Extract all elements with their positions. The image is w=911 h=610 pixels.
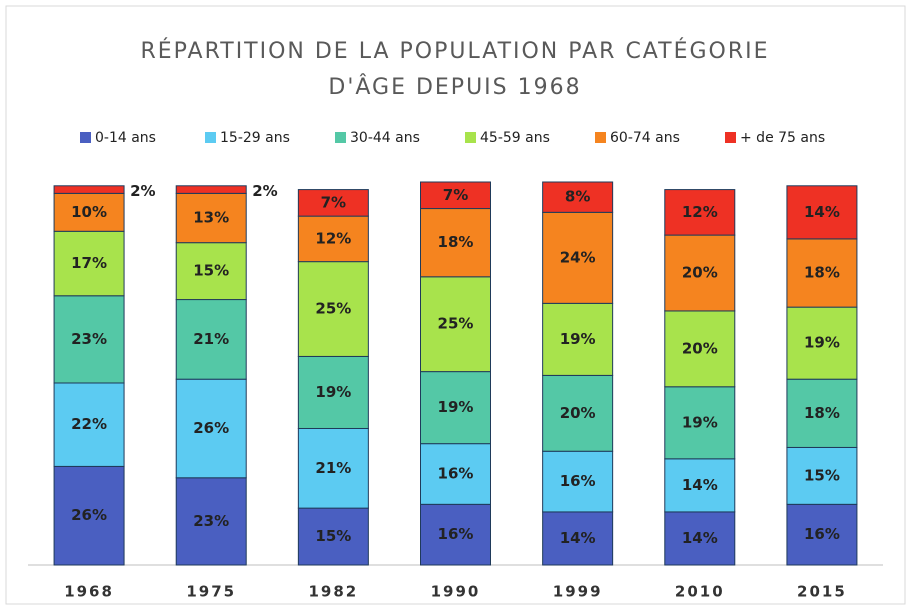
bar-segment xyxy=(53,230,125,297)
data-label: 19% xyxy=(560,330,596,348)
legend-label: 0-14 ans xyxy=(95,130,156,146)
data-label: 22% xyxy=(71,415,107,433)
x-tick-label: 1975 xyxy=(186,583,236,601)
data-label: 21% xyxy=(193,330,229,348)
bar-segment xyxy=(175,299,247,380)
legend-swatch xyxy=(595,132,606,143)
data-label: 14% xyxy=(682,529,718,547)
x-tick-label: 1990 xyxy=(431,583,481,601)
bar-segment xyxy=(420,503,491,566)
data-label: 8% xyxy=(565,188,590,206)
data-label: 19% xyxy=(315,383,351,401)
legend-label: + de 75 ans xyxy=(740,130,825,146)
data-label: 14% xyxy=(804,203,840,221)
data-label: 13% xyxy=(193,209,229,227)
chart-title: RÉPARTITION DE LA POPULATION PAR CATÉGOR… xyxy=(140,38,769,64)
legend-swatch xyxy=(725,132,736,143)
legend-swatch xyxy=(335,132,346,143)
legend-swatch xyxy=(80,132,91,143)
data-label: 19% xyxy=(682,413,718,431)
data-label: 10% xyxy=(71,203,107,221)
data-label: 19% xyxy=(804,334,840,352)
bar-segment xyxy=(175,192,247,244)
bar-segment xyxy=(53,465,125,566)
bar-segment xyxy=(175,477,247,566)
data-label: 18% xyxy=(438,233,474,251)
bar-segment xyxy=(53,192,125,232)
legend-label: 60-74 ans xyxy=(610,130,680,146)
data-label: 18% xyxy=(804,264,840,282)
data-label: 7% xyxy=(321,193,346,211)
data-label: 18% xyxy=(804,404,840,422)
bar-segment xyxy=(297,261,369,357)
bar-segment xyxy=(542,181,614,213)
data-label: 16% xyxy=(438,525,474,543)
data-label: 15% xyxy=(193,262,229,280)
data-label: 21% xyxy=(315,459,351,477)
bar-segment xyxy=(542,374,614,452)
x-tick-label: 2015 xyxy=(797,583,847,601)
bar-segment xyxy=(297,507,369,566)
data-label: 26% xyxy=(193,419,229,437)
x-tick-label: 1982 xyxy=(308,583,358,601)
data-label: 12% xyxy=(682,203,718,221)
bar-segment xyxy=(420,208,491,278)
bar-segment xyxy=(175,242,247,301)
chart-title: D'ÂGE DEPUIS 1968 xyxy=(328,74,581,100)
data-label: 25% xyxy=(438,315,474,333)
legend-label: 45-59 ans xyxy=(480,130,550,146)
bar-segment xyxy=(53,185,125,194)
bar-segment xyxy=(297,355,369,429)
data-label: 26% xyxy=(71,506,107,524)
data-label: 23% xyxy=(71,330,107,348)
legend-label: 15-29 ans xyxy=(220,130,290,146)
bar-segment xyxy=(420,371,491,445)
bar-segment xyxy=(664,458,736,513)
data-label: 25% xyxy=(315,300,351,318)
data-label: 14% xyxy=(682,476,718,494)
data-label: 17% xyxy=(71,254,107,272)
x-tick-label: 1999 xyxy=(553,583,603,601)
bar-segment xyxy=(786,238,858,308)
data-label: 15% xyxy=(315,527,351,545)
bar-segment xyxy=(175,378,247,479)
data-label: 16% xyxy=(560,472,596,490)
bar-segment xyxy=(420,276,491,373)
bar-segment xyxy=(297,189,369,217)
data-label: 12% xyxy=(315,229,351,247)
bar-segment xyxy=(542,302,614,376)
data-label: 20% xyxy=(682,339,718,357)
bar-segment xyxy=(297,215,369,263)
data-label: 14% xyxy=(560,529,596,547)
data-label: 24% xyxy=(560,248,596,266)
data-label: 15% xyxy=(804,466,840,484)
legend-swatch xyxy=(465,132,476,143)
bar-segment xyxy=(53,295,125,384)
data-label: 20% xyxy=(682,264,718,282)
legend-label: 30-44 ans xyxy=(350,130,420,146)
data-label: 7% xyxy=(443,186,468,204)
bar-segment xyxy=(786,306,858,380)
data-label: 2% xyxy=(252,182,277,200)
bar-segment xyxy=(297,427,369,509)
x-tick-label: 2010 xyxy=(675,583,725,601)
data-label: 19% xyxy=(438,398,474,416)
bar-segment xyxy=(664,189,736,236)
bar-segment xyxy=(420,181,491,210)
data-label: 23% xyxy=(193,512,229,530)
bar-segment xyxy=(786,378,858,448)
data-label: 2% xyxy=(130,182,155,200)
bar-segment xyxy=(175,185,247,194)
bar-segment xyxy=(786,185,858,240)
legend-swatch xyxy=(205,132,216,143)
data-label: 16% xyxy=(438,464,474,482)
x-tick-label: 1968 xyxy=(64,583,114,601)
data-label: 16% xyxy=(804,525,840,543)
bar-segment xyxy=(664,386,736,460)
bar-segment xyxy=(542,211,614,304)
bar-segment xyxy=(420,443,491,505)
data-label: 20% xyxy=(560,404,596,422)
bar-segment xyxy=(664,511,736,566)
